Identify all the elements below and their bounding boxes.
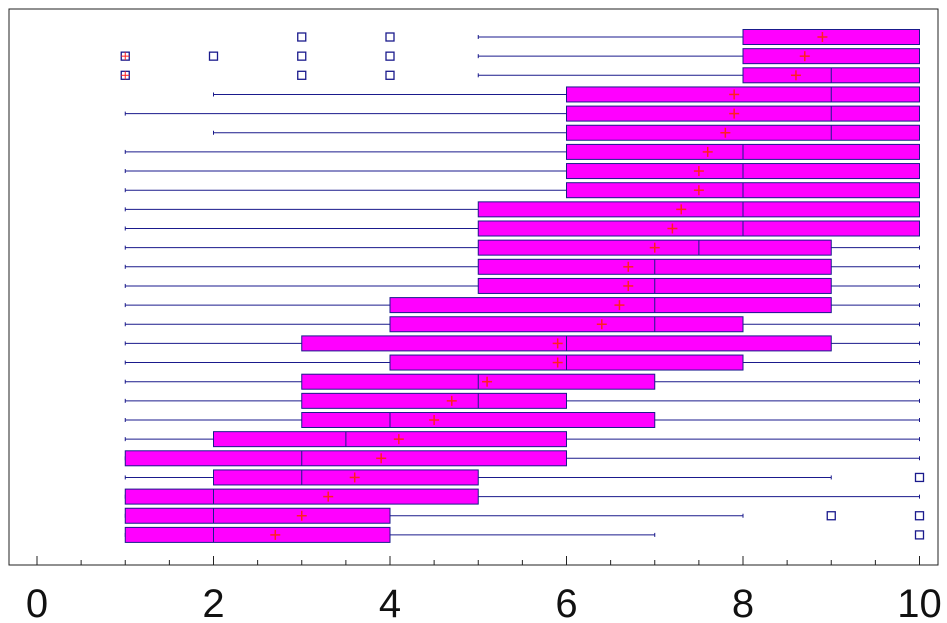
box	[124, 526, 391, 543]
outlier-marker	[914, 472, 925, 483]
box	[301, 412, 656, 428]
box-row-15	[124, 297, 920, 314]
box-row-2	[120, 48, 920, 65]
box-row-5	[124, 105, 920, 122]
box	[301, 392, 567, 409]
box-row-22	[124, 431, 920, 448]
box-row-8	[124, 163, 920, 180]
x-tick-label-6: 6	[555, 582, 577, 623]
box	[124, 450, 567, 467]
outlier-marker	[826, 511, 836, 521]
box	[742, 29, 920, 45]
box-row-11	[124, 220, 920, 237]
x-tick-label-2: 2	[202, 582, 224, 623]
box	[389, 297, 832, 314]
x-tick-label-0: 0	[26, 582, 48, 623]
box-row-3	[120, 67, 920, 84]
box	[477, 201, 920, 218]
box-row-13	[124, 258, 920, 275]
box	[124, 507, 391, 524]
box	[213, 469, 479, 486]
x-axis: 0 2 4 6 8 10	[26, 556, 942, 623]
box-row-1	[297, 29, 920, 45]
box	[742, 48, 920, 65]
box-row-25	[124, 488, 920, 505]
box-row-27	[124, 526, 925, 543]
boxes-layer	[120, 29, 925, 543]
outlier-marker	[297, 70, 307, 80]
box-row-12	[124, 239, 920, 256]
outlier-marker	[385, 32, 395, 42]
box-row-24	[124, 469, 925, 486]
box-row-21	[124, 412, 920, 428]
box	[213, 431, 567, 448]
box-row-16	[124, 316, 920, 333]
x-tick-label-8: 8	[732, 582, 754, 623]
x-tick-label-10: 10	[897, 582, 942, 623]
box-row-4	[213, 86, 920, 103]
outlier-marker	[297, 51, 307, 61]
box-row-10	[124, 201, 920, 218]
box	[389, 316, 744, 333]
box	[566, 86, 920, 103]
x-tick-label-4: 4	[379, 582, 401, 623]
outlier-marker	[385, 70, 395, 80]
outlier-marker	[914, 511, 925, 521]
box	[124, 488, 479, 505]
outlier-marker	[385, 51, 395, 61]
outlier-marker	[208, 51, 219, 61]
box-row-19	[124, 373, 920, 390]
box-row-7	[124, 143, 920, 160]
box	[566, 124, 920, 141]
outlier-marker	[297, 32, 307, 42]
box-row-26	[124, 507, 925, 524]
outlier-marker	[914, 530, 925, 540]
box-row-9	[124, 182, 920, 199]
box-row-6	[213, 124, 920, 141]
box-row-18	[124, 354, 920, 371]
box-row-20	[124, 392, 920, 409]
box-row-23	[124, 450, 920, 467]
box-row-17	[124, 335, 920, 352]
box-row-14	[124, 277, 920, 294]
box	[566, 105, 920, 122]
box	[477, 220, 920, 237]
